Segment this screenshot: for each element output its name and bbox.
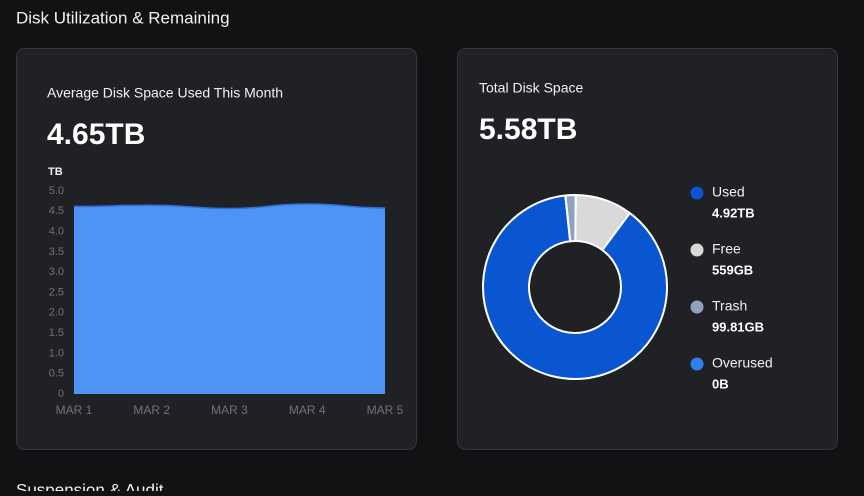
y-tick-label: 5.0: [49, 185, 64, 197]
legend-value: 0B: [712, 376, 729, 391]
x-tick-label: MAR 2: [133, 403, 170, 417]
y-tick-label: 4.5: [49, 205, 64, 217]
legend-value: 99.81GB: [712, 319, 764, 334]
card-title: Total Disk Space: [479, 80, 583, 96]
y-tick-label: 3.0: [49, 266, 64, 278]
legend-value: 559GB: [712, 262, 753, 277]
legend-label: Overused: [712, 355, 773, 371]
x-tick-label: MAR 5: [367, 403, 404, 417]
legend-dot: [690, 243, 704, 257]
y-tick-label: 0: [58, 388, 64, 400]
y-tick-label: 1.5: [49, 327, 64, 339]
legend-label: Trash: [712, 298, 747, 314]
legend-label: Used: [712, 184, 745, 200]
legend-dot: [690, 186, 704, 200]
headline: 4.65TB: [47, 118, 145, 151]
card-title: Average Disk Space Used This Month: [47, 85, 283, 101]
y-tick-label: 2.0: [49, 307, 64, 319]
legend-label: Free: [712, 241, 741, 257]
y-axis-label: TB: [48, 166, 63, 178]
legend-value: 4.92TB: [712, 205, 755, 220]
x-tick-label: MAR 1: [56, 403, 93, 417]
section-title: Suspension & Audit: [16, 480, 164, 491]
section-title: Disk Utilization & Remaining: [16, 8, 230, 27]
x-tick-label: MAR 3: [211, 403, 248, 417]
y-tick-label: 4.0: [49, 226, 64, 238]
area-line: [73, 203, 386, 210]
area: [74, 203, 385, 394]
y-tick-label: 2.5: [49, 286, 64, 298]
y-tick-label: 3.5: [49, 246, 64, 258]
donut-slice: [564, 194, 577, 243]
legend-dot: [690, 357, 704, 371]
legend-dot: [690, 300, 704, 314]
x-tick-label: MAR 4: [289, 403, 326, 417]
donut-slice: [482, 194, 668, 380]
headline: 5.58TB: [479, 113, 577, 146]
y-tick-label: 1.0: [49, 347, 64, 359]
y-tick-label: 0.5: [49, 368, 64, 380]
